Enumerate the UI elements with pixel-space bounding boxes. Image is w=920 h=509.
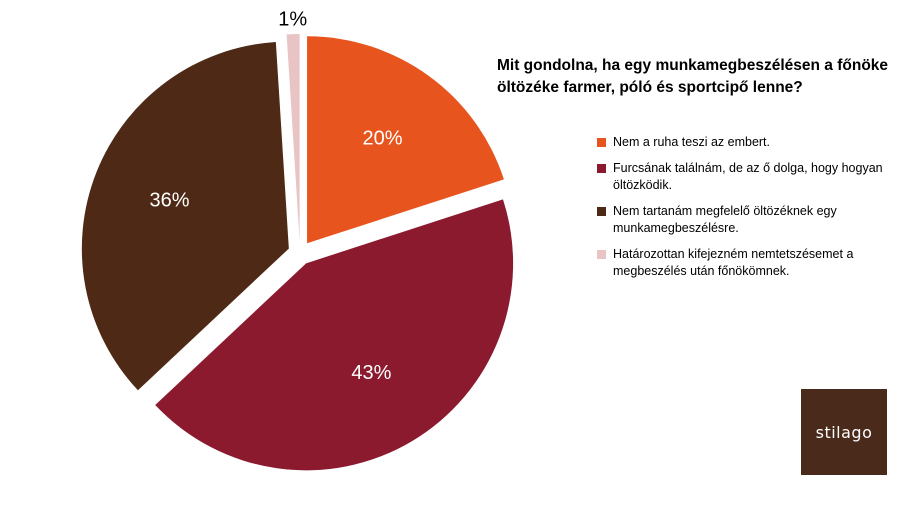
pie-slice-3 <box>81 41 289 391</box>
legend-item-2: Furcsának találnám, de az ő dolga, hogy … <box>597 160 897 195</box>
legend-swatch-2 <box>597 163 606 173</box>
pie-slice-4 <box>286 34 300 242</box>
slice-label-4: 1% <box>278 8 307 30</box>
chart-title: Mit gondolna, ha egy munkamegbeszélésen … <box>497 57 889 96</box>
pie-slice-2 <box>155 199 514 471</box>
pie-slice-1 <box>307 36 504 244</box>
legend-item-1: Nem a ruha teszi az embert. <box>597 134 897 152</box>
slice-label-1: 20% <box>362 128 402 150</box>
chart-legend: Nem a ruha teszi az embert. Furcsának tal… <box>597 134 897 289</box>
stilago-logo: stilago <box>801 389 887 475</box>
legend-label-2: Furcsának találnám, de az ő dolga, hogy … <box>613 160 883 193</box>
legend-item-4: Határozottan kifejezném nemtetszésemet a… <box>597 246 897 281</box>
slice-label-2: 43% <box>351 362 391 384</box>
logo-text: stilago <box>815 422 873 442</box>
legend-item-3: Nem tartanám megfelelő öltözéknek egy mu… <box>597 203 897 238</box>
legend-swatch-3 <box>597 206 606 216</box>
legend-label-4: Határozottan kifejezném nemtetszésemet a… <box>613 246 854 279</box>
slice-label-3: 36% <box>149 190 189 212</box>
legend-swatch-4 <box>597 249 606 259</box>
legend-label-3: Nem tartanám megfelelő öltözéknek egy mu… <box>613 203 837 236</box>
legend-swatch-1 <box>597 138 606 147</box>
legend-label-1: Nem a ruha teszi az embert. <box>613 135 771 149</box>
